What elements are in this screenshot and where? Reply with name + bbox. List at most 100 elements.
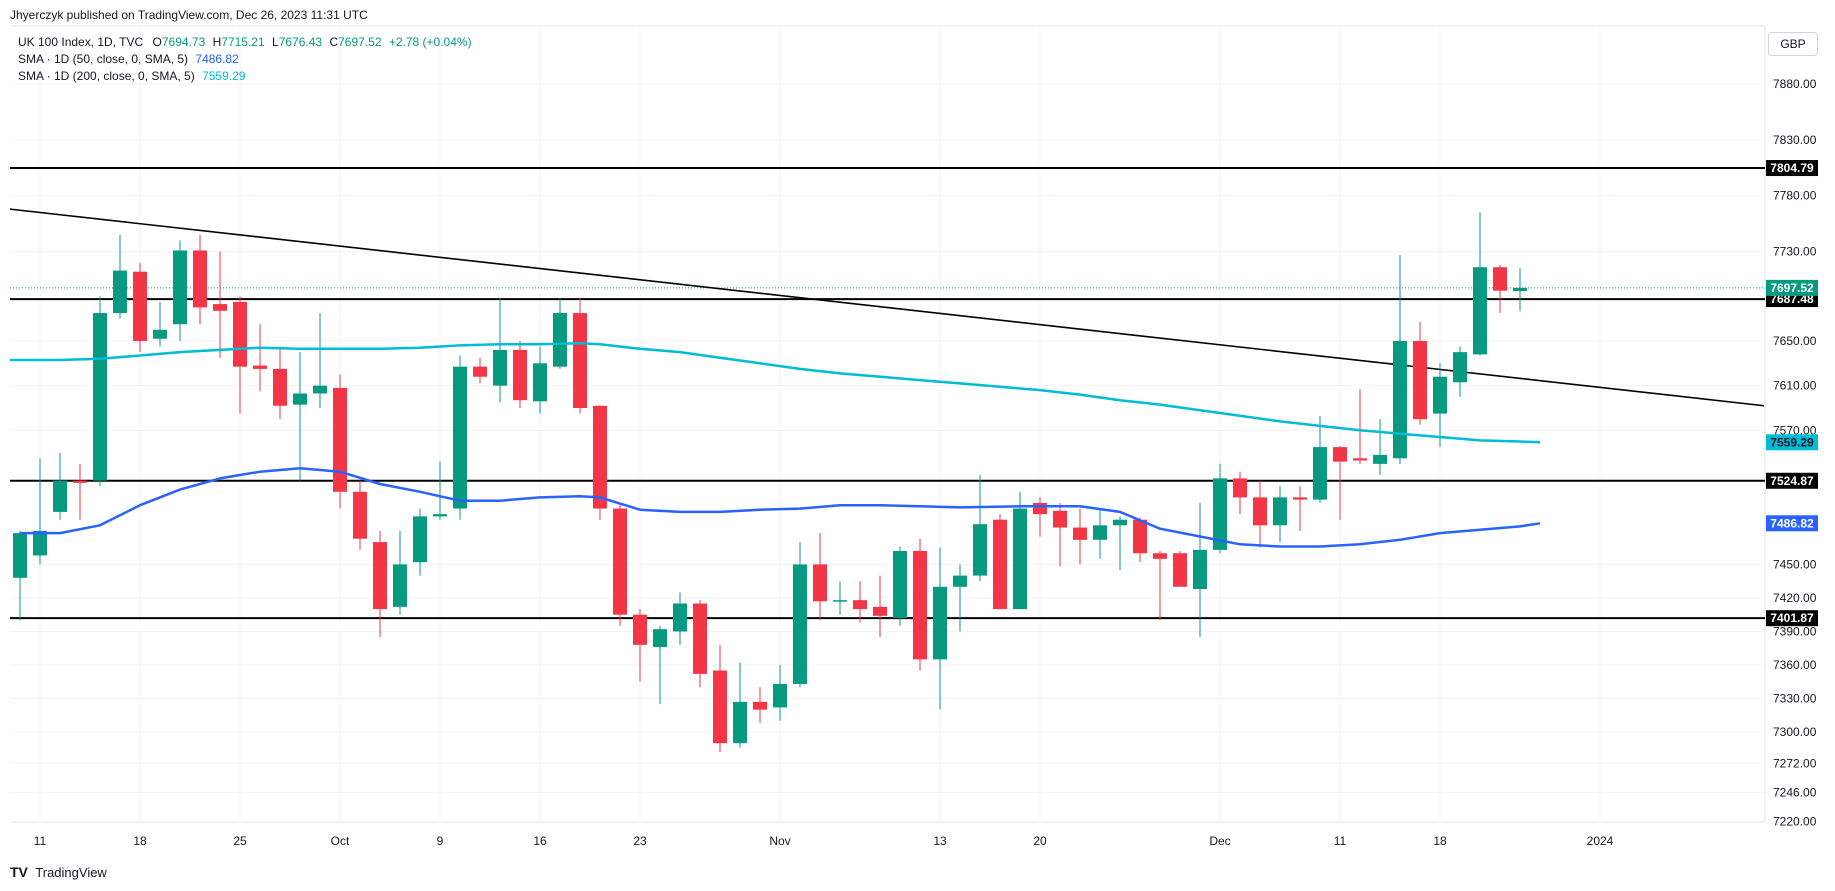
level-price-tag-bg [1766,610,1818,627]
candle[interactable] [233,296,247,414]
candle[interactable] [1153,551,1167,621]
candle[interactable] [873,575,887,638]
candle[interactable] [73,463,87,520]
candle[interactable] [293,352,307,481]
candle[interactable] [1173,551,1187,587]
candle[interactable] [793,542,807,688]
candle[interactable] [333,374,347,509]
candle[interactable] [913,538,927,671]
sma50-label: SMA · 1D (50, close, 0, SMA, 5) [18,52,189,66]
candle[interactable] [133,262,147,353]
candle[interactable] [273,346,287,420]
candle[interactable] [113,234,127,319]
candle-body [1373,454,1387,464]
candle[interactable] [373,530,387,638]
candle[interactable] [593,405,607,520]
candle[interactable] [33,458,47,565]
candle[interactable] [973,475,987,582]
candle[interactable] [13,530,27,621]
candle[interactable] [693,600,707,688]
sma50-price-tag-text: 7486.82 [1770,516,1814,530]
candle[interactable] [1433,363,1447,448]
candle[interactable] [1253,480,1267,548]
candle[interactable] [413,508,427,576]
currency-button[interactable]: GBP [1768,32,1818,56]
symbol-legend-row[interactable]: UK 100 Index, 1D, TVC O7694.73 H7715.21 … [18,34,472,51]
candle[interactable] [473,357,487,384]
price-tick-label: 7246.00 [1773,785,1817,799]
candle[interactable] [493,298,507,403]
candle[interactable] [633,609,647,682]
candle[interactable] [533,346,547,414]
candle[interactable] [253,324,267,392]
candle[interactable] [1513,268,1527,312]
candle[interactable] [653,625,667,705]
candle[interactable] [1133,517,1147,563]
candle[interactable] [1053,502,1067,567]
candle[interactable] [393,530,407,615]
candle[interactable] [453,355,467,520]
time-tick-label: 13 [933,834,947,848]
candle[interactable] [93,296,107,487]
candle-body [1213,478,1227,550]
candle[interactable] [1353,389,1367,464]
candle[interactable] [713,644,727,753]
grid-lines [10,25,1766,823]
candle[interactable] [1313,415,1327,503]
candle[interactable] [573,298,587,414]
candle[interactable] [733,662,747,748]
candle[interactable] [513,340,527,408]
candle[interactable] [1373,419,1387,476]
candle[interactable] [613,504,627,626]
candle[interactable] [433,461,447,520]
sma200-legend-row[interactable]: SMA · 1D (200, close, 0, SMA, 5) 7559.29 [18,68,472,85]
candle-body [953,575,967,587]
candle[interactable] [553,298,567,369]
candle[interactable] [1073,508,1087,565]
candle-body [1473,267,1487,355]
time-axis[interactable]: 11 18 25 Oct 9 16 23 Nov 13 20 Dec 11 18 2024 [34,834,1614,848]
candle-body [993,519,1007,610]
candle[interactable] [1013,491,1027,610]
candle[interactable] [813,533,827,621]
candle[interactable] [1033,497,1047,537]
candlestick-series[interactable] [13,212,1527,753]
candle[interactable] [1093,508,1107,559]
candle[interactable] [833,581,847,615]
candle[interactable] [213,251,227,358]
candle[interactable] [1213,463,1227,554]
candle[interactable] [313,313,327,408]
candle[interactable] [773,664,787,721]
candle[interactable] [1473,212,1487,356]
candle[interactable] [1113,516,1127,570]
candle[interactable] [173,240,187,341]
sma50-legend-row[interactable]: SMA · 1D (50, close, 0, SMA, 5) 7486.82 [18,51,472,68]
candle[interactable] [893,546,907,626]
candle[interactable] [153,301,167,347]
tradingview-logo-icon: TV [10,864,28,880]
candle[interactable] [1233,471,1247,515]
candle[interactable] [753,687,767,724]
candle[interactable] [1453,346,1467,397]
candle[interactable] [1413,321,1427,425]
candle[interactable] [1493,264,1507,314]
candle[interactable] [933,547,947,710]
candle[interactable] [1273,486,1287,543]
candle[interactable] [1293,486,1307,531]
candle[interactable] [953,564,967,632]
candle-body [473,366,487,377]
candle[interactable] [1393,254,1407,464]
last-price-tag-bg [1766,279,1818,296]
candle-body [673,603,687,632]
price-axis[interactable]: 7880.00 7830.00 7780.00 7730.00 7650.00 7610.… [1773,77,1817,828]
candle[interactable] [673,592,687,645]
candle[interactable] [193,234,207,325]
candle[interactable] [353,480,367,550]
candle[interactable] [1193,502,1207,638]
candle[interactable] [1333,445,1347,520]
tradingview-footer[interactable]: TV TradingView [10,864,107,880]
candle[interactable] [853,581,867,623]
candle[interactable] [993,514,1007,610]
candle[interactable] [53,452,67,520]
